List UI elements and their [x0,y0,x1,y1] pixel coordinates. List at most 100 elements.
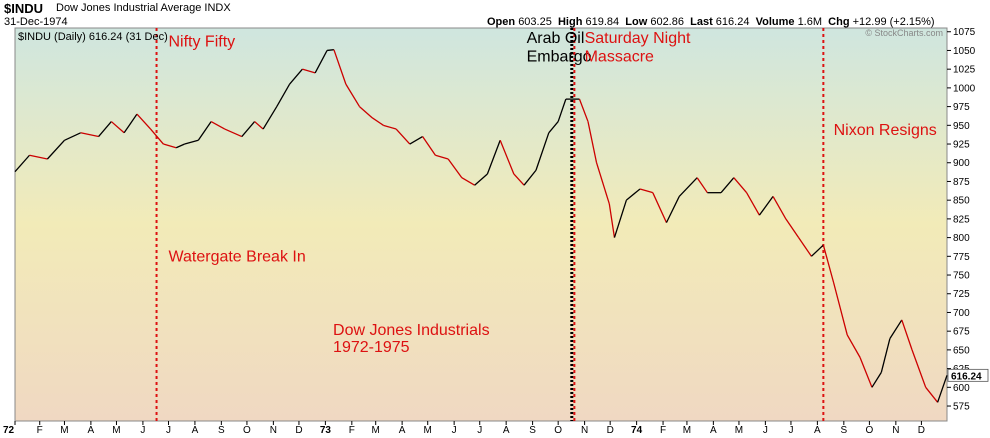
price-segment [901,319,913,351]
y-tick-label: 950 [953,121,970,132]
price-segment [587,121,598,163]
price-segment [639,188,654,194]
price-segment [785,218,800,238]
x-tick-label: J [763,425,768,436]
price-segment [241,121,256,137]
price-segment [608,203,616,238]
plot-area [14,27,948,422]
price-segment [136,113,152,130]
price-segment [262,106,278,130]
y-tick-label: 775 [953,252,970,263]
price-segment [746,192,760,216]
y-tick-label: 700 [953,308,970,319]
open-label: Open [487,16,516,28]
price-segment [371,117,384,126]
exchange: INDX [204,2,231,14]
x-tick-label: M [372,425,380,436]
x-tick-label: D [918,425,925,436]
x-tick-label: M [112,425,120,436]
annotation-text: Saturday Night [585,30,691,47]
price-segment [210,121,226,130]
price-segment [435,154,449,160]
high-label: High [557,16,583,28]
price-segment [911,349,927,388]
price-segment [14,154,30,173]
price-segment [123,113,138,134]
x-tick-label: A [88,425,95,436]
price-segment [276,83,291,107]
price-segment [513,173,525,186]
y-tick-label: 825 [953,214,970,225]
last-label: Last [690,16,713,28]
price-segment [395,128,411,145]
price-segment [499,140,515,175]
index-name: Dow Jones Industrial Average INDX [56,2,231,14]
x-tick-label: J [140,425,145,436]
y-tick-label: 1025 [953,65,976,76]
price-segment [937,375,948,403]
price-segment [758,196,774,216]
y-tick-label: 675 [953,327,970,338]
y-tick-label: 1050 [953,46,976,57]
price-segment [409,135,423,145]
price-segment [289,68,303,85]
y-tick-label: 1000 [953,83,976,94]
annotation-text: Dow Jones Industrials [333,322,490,339]
chg-value: +12.99 (+2.15%) [852,16,935,28]
price-segment [64,132,81,141]
price-segment [314,50,328,74]
price-segment [696,177,708,194]
x-tick-label: A [503,425,510,436]
price-segment [110,121,125,134]
high-value: 619.84 [585,16,620,28]
price-segment [832,282,848,336]
x-tick-label: M [60,425,68,436]
price-segment [925,386,939,403]
x-tick-label: M [735,425,743,436]
price-segment [327,49,334,52]
x-tick-label: F [37,425,43,436]
price-segment [333,49,347,85]
price-segment [80,132,99,138]
price-segment [523,169,537,186]
y-tick-label: 900 [953,158,970,169]
price-segment [29,154,48,160]
y-tick-label: 600 [953,383,970,394]
last-value: 616.24 [715,16,750,28]
x-tick-label: 72 [3,425,15,436]
x-tick-label: A [192,425,199,436]
x-tick-label: A [399,425,406,436]
annotation-text: Embargo [527,49,592,66]
x-tick-label: N [581,425,588,436]
x-tick-label: J [452,425,457,436]
x-tick-label: S [840,425,847,436]
y-tick-label: 750 [953,271,970,282]
last-value-badge [947,368,989,382]
annotation-text: Massacre [585,49,654,66]
x-tick-label: A [814,425,821,436]
price-segment [359,106,373,119]
price-segment [652,192,668,223]
x-tick-label: O [866,425,874,436]
y-tick-label: 1075 [953,27,976,38]
price-segment [302,68,316,74]
x-tick-label: F [660,425,666,436]
x-tick-label: F [349,425,355,436]
volume-value: 1.6M [797,16,823,28]
price-segment [461,177,475,186]
price-segment [880,338,891,373]
price-segment [345,83,361,107]
price-segment [822,244,835,283]
price-segment [548,121,559,134]
price-segment [224,128,243,138]
price-segment [595,162,610,205]
price-segment [383,124,397,130]
price-segment [846,334,861,358]
y-tick-label: 575 [953,402,970,413]
index-name-text: Dow Jones Industrial Average [56,2,202,14]
x-tick-label: N [270,425,277,436]
x-tick-label: J [788,425,793,436]
x-tick-label: 73 [320,425,332,436]
price-segment [98,121,112,137]
